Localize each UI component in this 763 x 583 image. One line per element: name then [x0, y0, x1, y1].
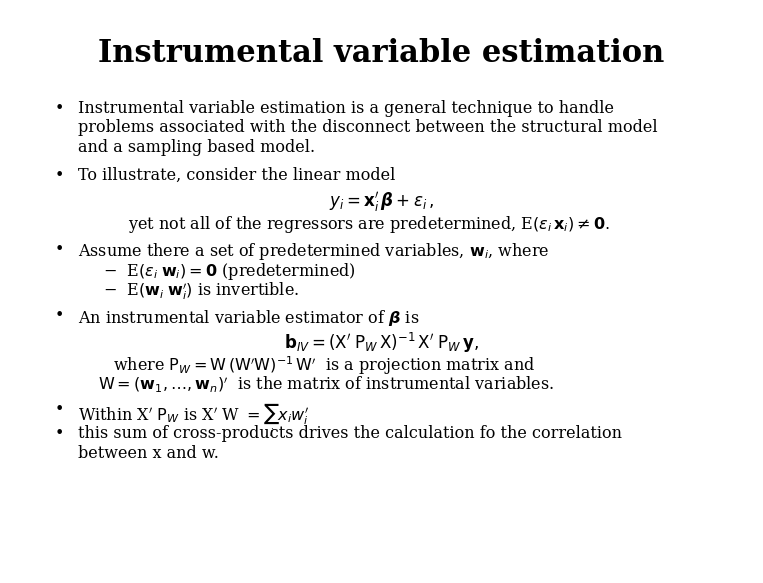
Text: $-$  E$(\varepsilon_i\;  \mathbf{w}_i) = \mathbf{0}$ (predetermined): $-$ E$(\varepsilon_i\; \mathbf{w}_i) = \… [103, 261, 356, 282]
Text: $\mathbf{b}_{IV} = (\mathrm{X'}\; \mathrm{P}_W\, \mathrm{X})^{-1}\, \mathrm{X'}\: $\mathbf{b}_{IV} = (\mathrm{X'}\; \mathr… [284, 331, 479, 355]
Text: •: • [55, 402, 64, 419]
Text: yet not all of the regressors are predetermined, E$(\varepsilon_i\, \mathbf{x}_i: yet not all of the regressors are predet… [128, 213, 610, 234]
Text: •: • [55, 241, 64, 258]
Text: •: • [55, 425, 64, 442]
Text: •: • [55, 167, 64, 184]
Text: where $\mathrm{P}_W = \mathrm{W}\,(\mathrm{W'W})^{-1}\,\mathrm{W'}$  is a projec: where $\mathrm{P}_W = \mathrm{W}\,(\math… [113, 354, 536, 377]
Text: this sum of cross-products drives the calculation fo the correlation: this sum of cross-products drives the ca… [78, 425, 622, 442]
Text: To illustrate, consider the linear model: To illustrate, consider the linear model [78, 167, 395, 184]
Text: Instrumental variable estimation: Instrumental variable estimation [98, 38, 665, 69]
Text: and a sampling based model.: and a sampling based model. [78, 139, 315, 156]
Text: Instrumental variable estimation is a general technique to handle: Instrumental variable estimation is a ge… [78, 100, 614, 117]
Text: problems associated with the disconnect between the structural model: problems associated with the disconnect … [78, 120, 658, 136]
Text: An instrumental variable estimator of $\boldsymbol{\beta}$ is: An instrumental variable estimator of $\… [78, 307, 420, 328]
Text: $-$  E$(\mathbf{w}_i\; \mathbf{w}_i')$ is invertible.: $-$ E$(\mathbf{w}_i\; \mathbf{w}_i')$ is… [103, 280, 299, 302]
Text: •: • [55, 100, 64, 117]
Text: •: • [55, 307, 64, 325]
Text: between x and w.: between x and w. [78, 444, 219, 462]
Text: Within X$'$ $\mathrm{P}_W$ is X$'$ W $= \sum_i x_i w_i'$: Within X$'$ $\mathrm{P}_W$ is X$'$ W $= … [78, 402, 310, 439]
Text: Assume there a set of predetermined variables, $\mathbf{w}_i$, where: Assume there a set of predetermined vari… [78, 241, 549, 262]
Text: $y_i = \mathbf{x}_i' \,\boldsymbol{\beta} + \varepsilon_i\,,$: $y_i = \mathbf{x}_i' \,\boldsymbol{\beta… [329, 190, 434, 214]
Text: $\mathrm{W} = (\mathbf{w}_1, \ldots, \mathbf{w}_n)'$  is the matrix of instrumen: $\mathrm{W} = (\mathbf{w}_1, \ldots, \ma… [98, 374, 554, 394]
